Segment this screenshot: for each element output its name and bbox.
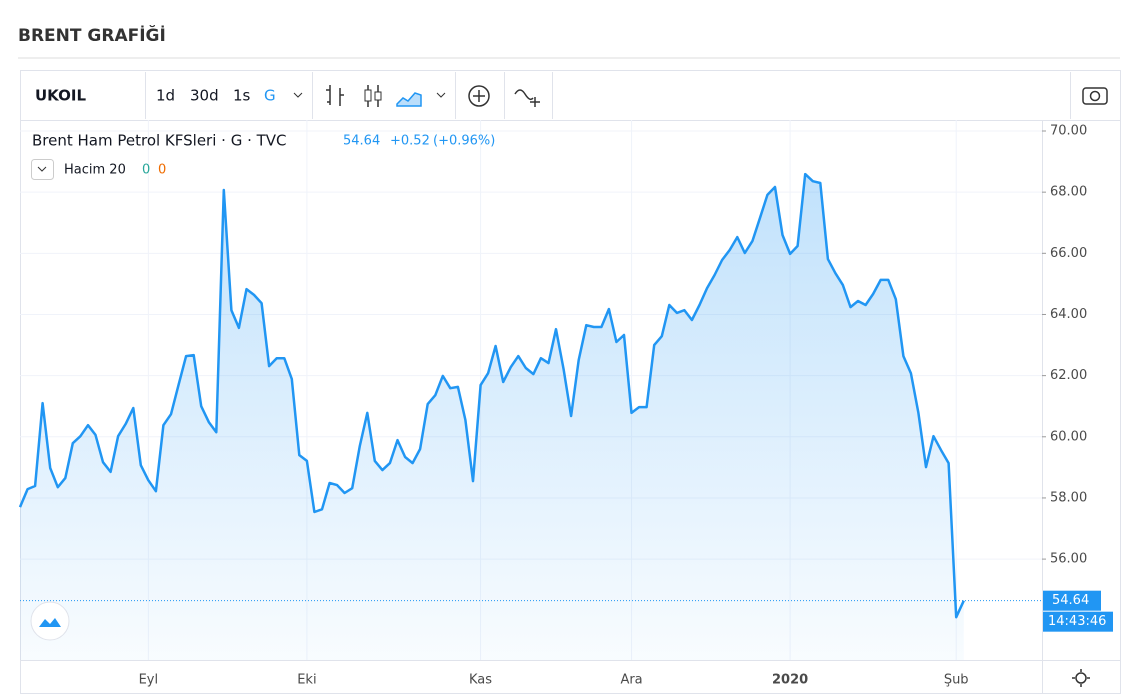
logo-icon[interactable] bbox=[39, 618, 61, 627]
settings-icon[interactable] bbox=[1072, 669, 1090, 687]
page-title: BRENT GRAFİĞİ bbox=[18, 24, 166, 46]
y-tick-label: 64.00 bbox=[1050, 307, 1087, 322]
y-tick-label: 66.00 bbox=[1050, 246, 1087, 261]
symbol[interactable]: UKOIL bbox=[35, 87, 86, 105]
legend-change: +0.52 bbox=[390, 134, 430, 149]
price-line bbox=[18, 172, 965, 619]
compare-icon[interactable] bbox=[468, 85, 490, 107]
y-tick-label: 62.00 bbox=[1050, 368, 1087, 383]
interval-active[interactable]: G bbox=[264, 87, 276, 105]
camera-icon[interactable] bbox=[1089, 90, 1101, 102]
y-tick-label: 56.00 bbox=[1050, 552, 1087, 567]
y-tick-label: 70.00 bbox=[1050, 124, 1087, 139]
y-tick-label: 68.00 bbox=[1050, 185, 1087, 200]
price-tag bbox=[1043, 590, 1101, 611]
indicator-icon[interactable] bbox=[514, 89, 540, 107]
x-tick-label: Eyl bbox=[139, 673, 159, 688]
x-tick-label: Ara bbox=[620, 673, 642, 688]
dropdown-icon[interactable] bbox=[293, 92, 303, 98]
legend-change-pct: (+0.96%) bbox=[433, 134, 495, 149]
interval[interactable]: 30d bbox=[190, 87, 219, 105]
y-tick-label: 60.00 bbox=[1050, 429, 1087, 444]
x-tick-label: 2020 bbox=[772, 673, 808, 688]
x-tick-label: Şub bbox=[944, 673, 969, 688]
candles-icon[interactable] bbox=[364, 89, 372, 102]
settings-icon[interactable] bbox=[1075, 672, 1087, 684]
area-fill bbox=[20, 174, 964, 660]
interval[interactable]: 1s bbox=[233, 87, 251, 105]
dropdown-icon[interactable] bbox=[436, 92, 446, 98]
collapse-icon[interactable] bbox=[37, 166, 47, 172]
legend-last: 54.64 bbox=[343, 134, 380, 149]
volume-label: Hacim 20 bbox=[64, 163, 126, 178]
collapse-button[interactable] bbox=[31, 159, 54, 180]
camera-icon[interactable] bbox=[1082, 87, 1108, 105]
volume-value: 0 bbox=[158, 163, 166, 178]
area-icon[interactable] bbox=[396, 92, 422, 107]
countdown-tag bbox=[1043, 611, 1113, 632]
x-tick-label: Kas bbox=[469, 673, 492, 688]
x-tick-label: Eki bbox=[297, 673, 316, 688]
volume-value: 0 bbox=[142, 163, 150, 178]
y-tick-label: 58.00 bbox=[1050, 490, 1087, 505]
countdown-label: 14:43:46 bbox=[1048, 614, 1106, 629]
bars-icon[interactable] bbox=[326, 85, 344, 106]
price-tag-label: 54.64 bbox=[1052, 593, 1089, 608]
compare-icon[interactable] bbox=[473, 90, 485, 102]
candles-icon[interactable] bbox=[374, 91, 382, 101]
interval[interactable]: 1d bbox=[156, 87, 175, 105]
legend-name: Brent Ham Petrol KFSleri · G · TVC bbox=[32, 132, 287, 150]
logo-button[interactable] bbox=[30, 601, 70, 641]
